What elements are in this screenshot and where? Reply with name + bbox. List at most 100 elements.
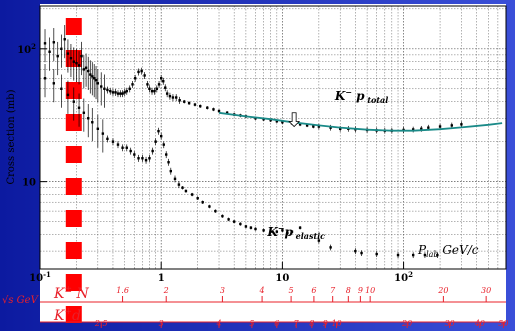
total-point <box>317 125 321 128</box>
annotation-total: K− p total <box>334 87 388 105</box>
total-point <box>150 89 154 93</box>
total-point <box>100 85 103 88</box>
elastic-point <box>436 253 439 257</box>
elastic-point <box>244 225 248 228</box>
elastic-point <box>77 106 81 109</box>
scale-row-label-label_rest: d <box>72 308 81 324</box>
total-point <box>80 54 83 58</box>
scale-tick-label: 9 <box>323 319 328 328</box>
total-point <box>148 87 151 90</box>
elastic-point <box>329 246 332 249</box>
total-point <box>171 96 175 99</box>
scale-row-label-label_sup: ± <box>64 285 72 295</box>
total-point <box>123 91 126 94</box>
total-point <box>460 123 463 126</box>
elastic-point <box>286 231 289 235</box>
elastic-point <box>423 253 427 257</box>
scale-tick-label: 6 <box>311 286 316 295</box>
elastic-point <box>151 149 154 153</box>
x-tick-label-base: 1 <box>158 273 165 284</box>
total-point <box>206 106 209 109</box>
total-point <box>281 121 284 124</box>
scale-tick-label: 2.5 <box>94 319 108 328</box>
scale-tick-label: 10 <box>331 319 341 328</box>
red-marker-column <box>65 18 82 323</box>
x-axis-label-unit: GeV/c <box>439 243 479 257</box>
total-point <box>339 127 342 130</box>
y-tick-label: 102 <box>17 42 36 56</box>
total-point <box>159 77 163 80</box>
scale-tick-label: 2 <box>163 286 169 295</box>
scale-tick-label: 30 <box>481 286 491 295</box>
total-point <box>420 127 423 130</box>
elastic-point <box>43 77 47 80</box>
scale-tick-label: 10 <box>365 286 375 295</box>
series-elastic-points <box>43 64 439 259</box>
annotation-elastic-mid: p <box>284 225 293 239</box>
scale-tick-label: 20 <box>437 286 448 295</box>
scale-tick-label: 7 <box>294 319 300 328</box>
total-point <box>133 77 137 80</box>
total-point <box>155 87 159 90</box>
elastic-point <box>167 161 170 164</box>
red-marker-block <box>65 178 82 195</box>
red-marker-block <box>65 274 82 291</box>
elastic-point <box>133 153 136 156</box>
elastic-point <box>96 127 100 130</box>
total-point <box>217 109 221 113</box>
elastic-point <box>66 93 70 97</box>
total-point <box>153 89 156 93</box>
x-tick-label: 1 <box>158 273 165 284</box>
grid-lines <box>39 6 507 269</box>
scale-tick-label: 7 <box>330 286 336 295</box>
scale-row-label: K+d <box>53 307 81 324</box>
elastic-point <box>157 129 160 133</box>
scale-tick-label: 5 <box>289 286 294 295</box>
scale-row-label-label_rest: N <box>72 286 89 302</box>
total-point <box>168 94 172 98</box>
total-point <box>305 124 309 127</box>
elastic-point <box>201 201 204 204</box>
total-point <box>128 87 131 90</box>
scale-row-label-label_main: K <box>53 308 66 324</box>
x-tick-label: 102 <box>394 270 413 284</box>
total-point <box>427 126 430 129</box>
total-point <box>103 87 106 90</box>
red-marker-block <box>65 210 82 227</box>
total-point <box>91 75 94 78</box>
red-marker-block <box>65 146 82 163</box>
total-point <box>183 100 186 103</box>
total-point <box>106 88 109 92</box>
elastic-point <box>354 249 357 253</box>
elastic-point <box>239 222 242 226</box>
x-axis-label-main: P <box>417 243 427 257</box>
elastic-point <box>111 140 115 143</box>
elastic-point <box>249 226 253 229</box>
total-point <box>298 123 302 126</box>
elastic-point <box>254 227 257 231</box>
total-point <box>89 73 92 76</box>
x-tick-label-exp: -1 <box>43 270 51 279</box>
scale-tick-label: 3 <box>220 286 225 295</box>
series-total-fit <box>218 111 503 132</box>
total-point <box>143 74 146 77</box>
elastic-point <box>396 253 400 257</box>
elastic-point <box>106 137 109 141</box>
x-tick-label-exp: 2 <box>408 270 413 279</box>
elastic-point <box>144 159 148 162</box>
total-point <box>75 61 78 65</box>
total-point <box>96 82 100 85</box>
elastic-point <box>52 82 56 85</box>
total-point <box>312 125 315 128</box>
elastic-point <box>148 157 151 160</box>
scale-tick-label: 40 <box>474 319 485 328</box>
y-tick-label-base: 10 <box>22 178 36 189</box>
total-point <box>275 120 279 123</box>
total-point <box>94 79 98 82</box>
elastic-point <box>72 100 75 103</box>
plot-background <box>40 4 506 322</box>
total-point <box>175 96 178 99</box>
scale-tick-label: 8 <box>309 319 314 328</box>
